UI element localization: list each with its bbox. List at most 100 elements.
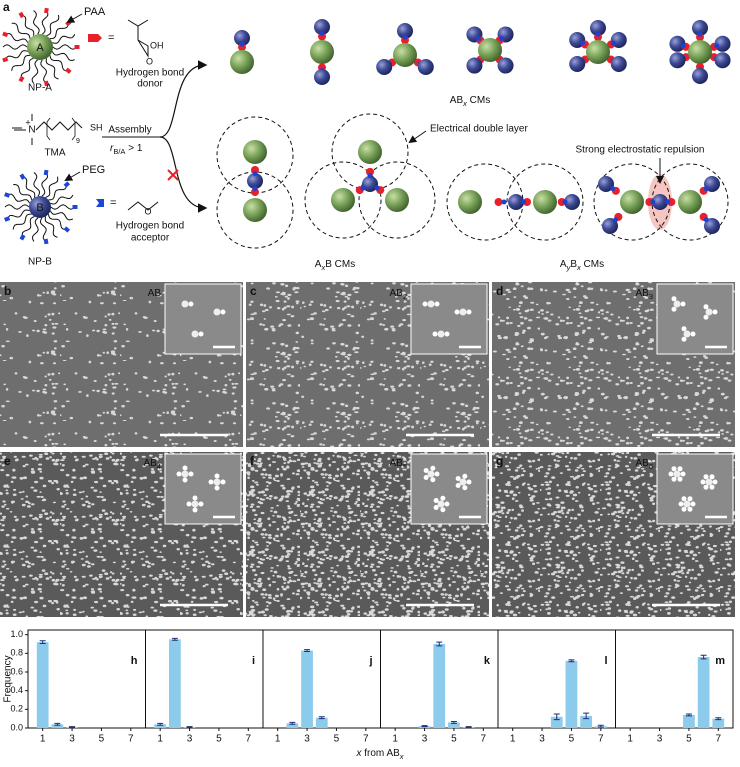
particle-b [497, 57, 514, 74]
x-axis-label: x from ABx [355, 748, 403, 762]
ligand-tip [65, 67, 72, 74]
inset-particle [444, 501, 450, 507]
label: 9 [76, 138, 80, 145]
double-layer [506, 163, 584, 241]
particle-b [692, 20, 708, 36]
text-part: 2 [403, 292, 407, 301]
inset-particle [181, 300, 189, 308]
ligand [32, 10, 40, 35]
ligand-tip [44, 7, 49, 14]
label: OH [150, 40, 164, 50]
bond-donor [366, 167, 374, 176]
blocked-mark [167, 169, 179, 181]
x-tick-label: 1 [157, 734, 163, 745]
donor-structure [127, 19, 149, 58]
bond-acceptor [650, 199, 656, 205]
panel-letter: d [496, 284, 503, 298]
ligand-tip [74, 45, 80, 49]
panel-letter: i [252, 655, 255, 667]
label: PEG [82, 164, 105, 176]
particle-label: B [36, 202, 43, 214]
panel-letter: b [4, 284, 11, 298]
pointer [66, 13, 83, 23]
bond-acceptor [714, 43, 720, 49]
panel-letter: m [715, 655, 725, 667]
particle-b [466, 57, 483, 74]
particle-a [358, 140, 382, 164]
particle-b [417, 59, 434, 75]
x-tick-label: 5 [686, 734, 692, 745]
inset-particle [678, 501, 684, 507]
bond-donor [667, 198, 676, 206]
inset-particle [198, 501, 204, 507]
inset-particle [433, 497, 439, 503]
pathway-arrow [159, 136, 208, 213]
particle-a [586, 40, 610, 64]
ligand [4, 204, 30, 210]
inset-particle [427, 300, 435, 308]
bond-acceptor [402, 34, 408, 40]
particle-b [714, 52, 731, 69]
ligand [49, 210, 74, 221]
bar [154, 724, 167, 728]
label: NP-A [28, 83, 52, 94]
ligand-tip [2, 31, 9, 38]
inset-particle [192, 495, 198, 501]
bond-acceptor [595, 31, 601, 37]
particle-b [247, 173, 263, 189]
bond-acceptor [562, 199, 568, 205]
particle-b [602, 218, 618, 234]
inset-particle [423, 467, 429, 473]
inset-particle [188, 301, 194, 307]
particle-a [688, 40, 712, 64]
bond-acceptor [499, 35, 505, 41]
error-bar [54, 722, 61, 726]
ligand [33, 172, 41, 197]
ligand-tip [43, 169, 49, 176]
ligand [52, 34, 76, 44]
inset-particle [677, 466, 683, 472]
bond-acceptor [703, 186, 709, 192]
inset-particle [198, 331, 204, 337]
bond-donor [494, 198, 503, 206]
particle-b [714, 35, 731, 52]
particle-b [704, 218, 720, 234]
text-part: x [576, 263, 581, 272]
bond-acceptor [613, 217, 619, 223]
particle-a [478, 38, 502, 62]
inset-particle [440, 495, 446, 501]
inset-particle [680, 471, 686, 477]
bond-acceptor [580, 40, 586, 46]
ligand [41, 10, 49, 35]
inset-particle [182, 465, 188, 471]
particle-a [310, 40, 334, 64]
tma-bracket [46, 117, 76, 141]
panel-letter: j [368, 655, 372, 667]
bar [712, 718, 725, 728]
ligand-tip [18, 11, 25, 19]
label: + [25, 117, 30, 127]
error-bar [304, 649, 311, 652]
ligand [5, 33, 29, 43]
ligand-tip [2, 56, 9, 63]
inset-particle [681, 496, 687, 502]
ligand [12, 213, 32, 230]
y-tick-label: 0.6 [10, 666, 23, 676]
error-bar [597, 724, 604, 728]
inset-particle [673, 470, 681, 478]
bond-acceptor [367, 173, 373, 179]
ligand [21, 14, 35, 36]
inset-particle [220, 479, 226, 485]
x-tick-label: 1 [392, 734, 398, 745]
inset-particle [432, 331, 438, 337]
error-bar [69, 726, 76, 729]
inset-particle [683, 330, 691, 338]
inset-particle [423, 475, 429, 481]
double-layer [304, 161, 382, 239]
panel-letter: a [3, 0, 10, 14]
ligand [40, 59, 48, 84]
cluster-label: ABx CMs [450, 95, 490, 109]
particle-b [610, 56, 627, 72]
text-part: x [355, 748, 362, 759]
text-part: AB [148, 288, 162, 299]
